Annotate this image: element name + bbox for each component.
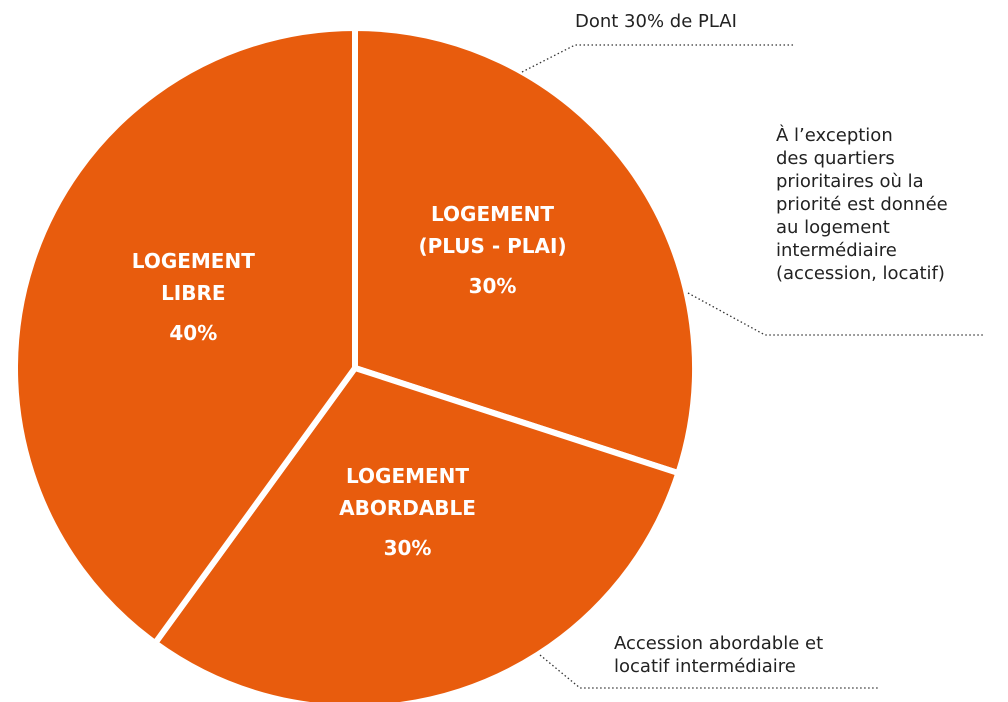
- pie: [12, 25, 698, 702]
- slice-name: LOGEMENT ABORDABLE: [339, 463, 476, 520]
- slice-label: LOGEMENT (PLUS - PLAI) 30%: [418, 198, 566, 302]
- slice-value: 30%: [468, 274, 517, 299]
- slice-name: LOGEMENT LIBRE: [131, 249, 255, 306]
- pie-slice: [12, 25, 358, 647]
- slice-label: LOGEMENT LIBRE 40%: [132, 245, 255, 349]
- annotation: Dont 30% de PLAI: [575, 11, 737, 32]
- pie-slice: [152, 365, 682, 702]
- slice-label: LOGEMENT ABORDABLE 30%: [339, 460, 476, 564]
- annotation: Accession abordable et locatif intermédi…: [614, 633, 824, 677]
- slice-name: LOGEMENT (PLUS - PLAI): [418, 202, 567, 259]
- leader-line: [521, 44, 795, 73]
- leader-line: [539, 654, 878, 689]
- slice-value: 40%: [169, 321, 218, 346]
- slice-value: 30%: [383, 535, 432, 560]
- leader-line: [687, 292, 985, 336]
- annotation: À l’exception des quartiers prioritaires…: [776, 125, 948, 284]
- pie-slice: [352, 25, 698, 477]
